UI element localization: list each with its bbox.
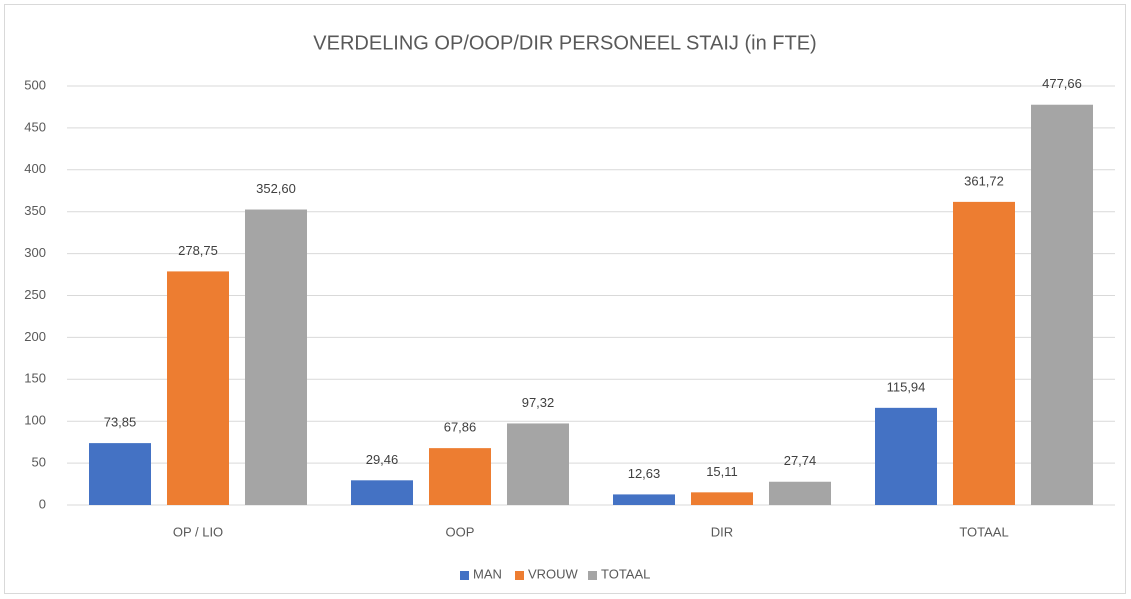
bar bbox=[351, 480, 413, 505]
bar bbox=[167, 271, 229, 505]
value-label: 27,74 bbox=[784, 453, 817, 468]
y-tick-label: 500 bbox=[24, 77, 46, 92]
bar bbox=[89, 443, 151, 505]
legend-swatch bbox=[515, 571, 524, 580]
y-tick-label: 450 bbox=[24, 119, 46, 134]
value-label: 278,75 bbox=[178, 243, 218, 258]
y-tick-label: 250 bbox=[24, 287, 46, 302]
x-tick-label: DIR bbox=[711, 524, 733, 539]
y-tick-label: 50 bbox=[32, 455, 46, 470]
x-tick-label: OOP bbox=[446, 524, 475, 539]
bar bbox=[507, 423, 569, 505]
y-tick-label: 350 bbox=[24, 203, 46, 218]
bar bbox=[429, 448, 491, 505]
x-tick-label: OP / LIO bbox=[173, 524, 223, 539]
value-label: 361,72 bbox=[964, 173, 1004, 188]
legend-label: VROUW bbox=[528, 566, 579, 581]
x-tick-label: TOTAAL bbox=[959, 524, 1008, 539]
legend-swatch bbox=[460, 571, 469, 580]
value-label: 97,32 bbox=[522, 395, 555, 410]
bar bbox=[245, 209, 307, 506]
value-label: 73,85 bbox=[104, 415, 137, 430]
legend-label: TOTAAL bbox=[601, 566, 650, 581]
value-label: 15,11 bbox=[706, 464, 738, 479]
bar bbox=[875, 407, 937, 505]
y-tick-label: 100 bbox=[24, 413, 46, 428]
value-label: 115,94 bbox=[887, 379, 926, 394]
bar bbox=[769, 481, 831, 505]
value-label: 29,46 bbox=[366, 452, 399, 467]
bar bbox=[613, 494, 675, 505]
value-label: 12,63 bbox=[628, 466, 661, 481]
chart-title: VERDELING OP/OOP/DIR PERSONEEL STAIJ (in… bbox=[313, 32, 816, 54]
bar bbox=[1031, 104, 1093, 505]
bar bbox=[691, 492, 753, 505]
legend-swatch bbox=[588, 571, 597, 580]
bar bbox=[953, 201, 1015, 505]
y-tick-label: 400 bbox=[24, 161, 46, 176]
value-label: 352,60 bbox=[256, 181, 296, 196]
y-tick-label: 300 bbox=[24, 245, 46, 260]
value-label: 477,66 bbox=[1042, 76, 1082, 91]
y-tick-label: 0 bbox=[39, 496, 46, 511]
value-label: 67,86 bbox=[444, 420, 477, 435]
y-tick-label: 200 bbox=[24, 329, 46, 344]
y-tick-label: 150 bbox=[24, 371, 46, 386]
legend-label: MAN bbox=[473, 566, 502, 581]
